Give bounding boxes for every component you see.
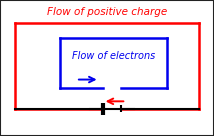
Text: Flow of electrons: Flow of electrons — [72, 51, 155, 61]
Text: Flow of positive charge: Flow of positive charge — [47, 7, 167, 17]
